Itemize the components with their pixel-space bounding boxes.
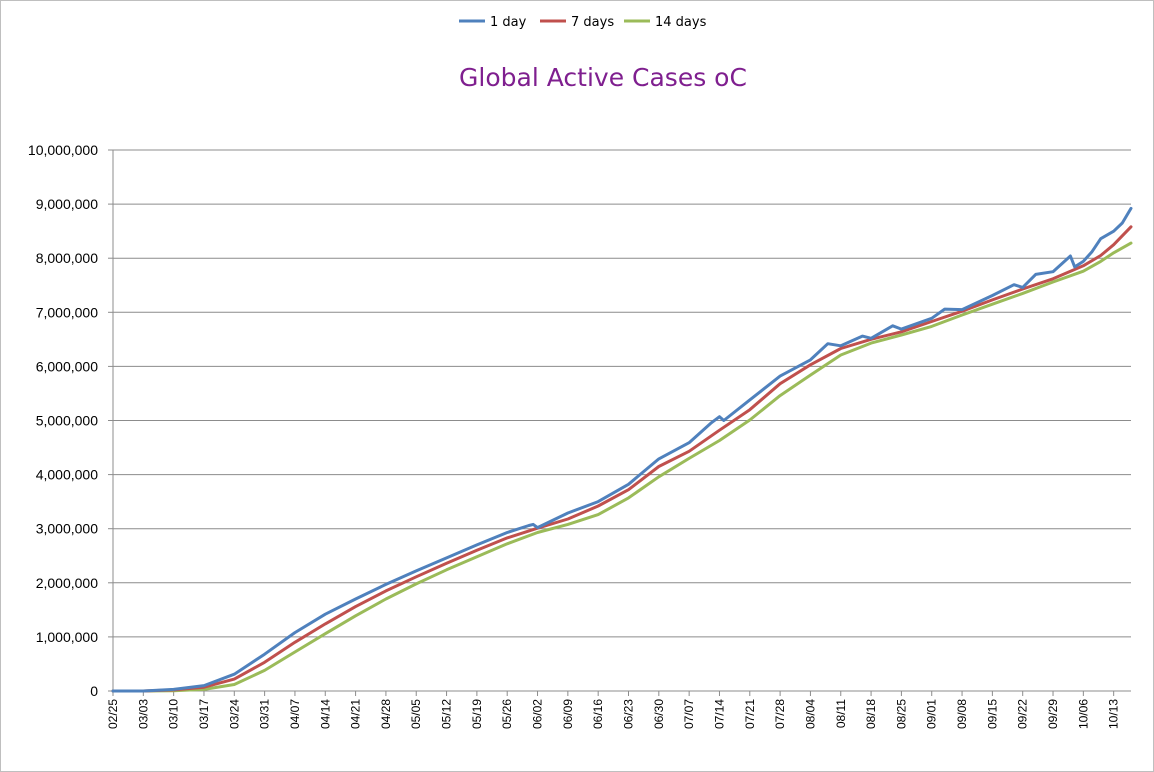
legend: 1 day 7 days 14 days	[459, 15, 707, 30]
x-tick-label: 05/12	[440, 699, 454, 729]
y-tick-label: 2,000,000	[36, 575, 98, 591]
x-tick-label: 04/14	[318, 699, 332, 729]
y-tick-label: 7,000,000	[36, 304, 98, 320]
y-tick-label: 6,000,000	[36, 358, 98, 374]
y-tick-label: 0	[90, 683, 98, 699]
x-tick-label: 06/16	[591, 699, 605, 729]
series-line-14-days	[111, 241, 1133, 693]
x-tick-label: 05/05	[409, 699, 423, 729]
series-line-1-day	[111, 206, 1133, 693]
x-tick-label: 07/14	[712, 699, 726, 729]
x-tick-label: 07/07	[682, 699, 696, 729]
x-tick-label: 03/24	[227, 699, 241, 729]
y-tick-label: 3,000,000	[36, 521, 98, 537]
x-tick-label: 05/26	[500, 699, 514, 729]
y-tick-label: 1,000,000	[36, 629, 98, 645]
x-tick-label: 09/01	[925, 699, 939, 729]
x-axis-ticks: 02/25 03/03 03/10 03/17 03/24 03/31 04/07 04/14…	[106, 691, 1121, 729]
x-tick-label: 08/25	[894, 699, 908, 729]
x-tick-label: 09/22	[1016, 699, 1030, 729]
y-axis-ticks: 0 1,000,000 2,000,000 3,000,000 4,000,000 5,0…	[28, 142, 113, 699]
x-tick-label: 07/21	[743, 699, 757, 729]
y-tick-label: 9,000,000	[36, 196, 98, 212]
x-tick-label: 10/13	[1107, 699, 1121, 729]
x-tick-label: 09/29	[1046, 699, 1060, 729]
x-tick-label: 06/02	[531, 699, 545, 729]
x-tick-label: 02/25	[106, 699, 120, 729]
gridlines	[113, 149, 1131, 638]
x-tick-label: 06/09	[561, 699, 575, 729]
x-tick-label: 07/28	[773, 699, 787, 729]
y-tick-label: 5,000,000	[36, 413, 98, 429]
legend-label: 14 days	[655, 15, 707, 30]
legend-label: 7 days	[571, 15, 614, 30]
x-tick-label: 03/31	[258, 699, 272, 729]
x-tick-label: 03/10	[167, 699, 181, 729]
x-tick-label: 05/19	[470, 699, 484, 729]
x-tick-label: 06/30	[652, 699, 666, 729]
x-tick-label: 04/21	[349, 699, 363, 729]
x-tick-label: 04/28	[379, 699, 393, 729]
x-tick-label: 03/03	[136, 699, 150, 729]
y-tick-label: 4,000,000	[36, 467, 98, 483]
x-tick-label: 03/17	[197, 699, 211, 729]
series-line-7-days	[111, 225, 1133, 693]
x-tick-label: 08/18	[864, 699, 878, 729]
y-tick-label: 8,000,000	[36, 250, 98, 266]
x-tick-label: 09/15	[985, 699, 999, 729]
x-tick-label: 06/23	[621, 699, 635, 729]
x-tick-label: 09/08	[955, 699, 969, 729]
x-tick-label: 10/06	[1076, 699, 1090, 729]
y-tick-label: 10,000,000	[28, 142, 98, 158]
chart-title: Global Active Cases oC	[459, 63, 747, 92]
series-lines	[111, 206, 1133, 693]
x-tick-label: 08/04	[803, 699, 817, 729]
x-tick-label: 08/11	[834, 699, 848, 728]
legend-label: 1 day	[490, 15, 527, 30]
x-tick-label: 04/07	[288, 699, 302, 729]
